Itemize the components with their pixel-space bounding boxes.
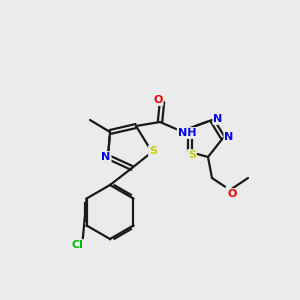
- Text: S: S: [188, 150, 196, 160]
- Text: Cl: Cl: [71, 240, 83, 250]
- Text: N: N: [213, 114, 223, 124]
- Text: N: N: [101, 152, 111, 162]
- Text: S: S: [149, 146, 157, 156]
- Text: N: N: [224, 132, 234, 142]
- Text: NH: NH: [178, 128, 196, 138]
- Text: O: O: [227, 189, 237, 199]
- Text: O: O: [153, 95, 163, 105]
